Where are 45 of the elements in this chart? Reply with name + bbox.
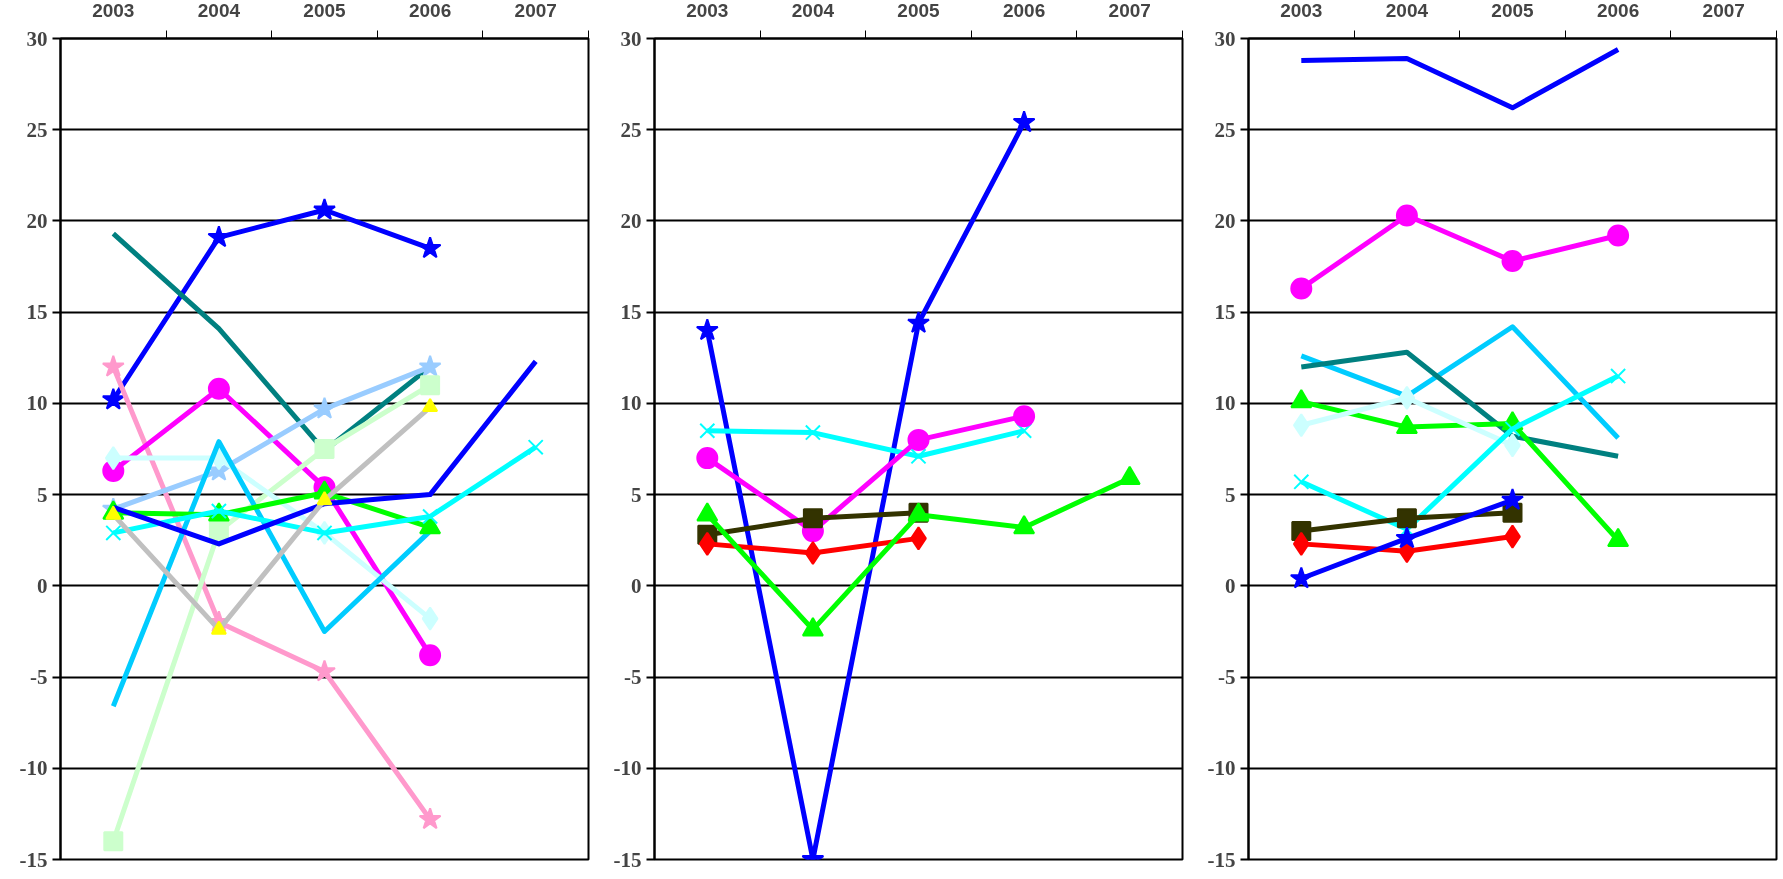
x-tick-label: 2004 [197,0,241,21]
y-tick-label: -15 [19,847,48,872]
y-tick-label: -5 [1218,665,1236,690]
y-tick-label: 30 [26,26,48,51]
y-tick-label: 0 [37,573,48,598]
x-tick-label: 2007 [1702,0,1745,21]
y-tick-label: 10 [26,391,48,416]
x-tick-label: 2005 [1491,0,1535,21]
y-tick-label: -15 [613,847,642,872]
y-tick-label: 30 [620,26,642,51]
x-tick-label: 2003 [1280,0,1323,21]
y-tick-label: 20 [620,208,642,233]
y-tick-label: 25 [1214,117,1236,142]
x-tick-label: 2006 [1002,0,1046,21]
y-tick-label: -10 [19,756,48,781]
y-tick-label: -5 [30,665,48,690]
x-tick-label: 2003 [686,0,729,21]
x-tick-label: 2005 [303,0,347,21]
x-tick-label: 2007 [514,0,557,21]
y-tick-label: 20 [26,208,48,233]
y-tick-label: 30 [1214,26,1236,51]
y-tick-label: 0 [631,573,642,598]
y-tick-label: 5 [631,482,642,507]
x-tick-label: 2006 [1596,0,1640,21]
y-tick-label: -10 [613,756,642,781]
y-tick-label: -10 [1207,756,1236,781]
y-tick-label: 10 [620,391,642,416]
y-tick-label: 0 [1225,573,1236,598]
y-tick-label: 15 [1214,300,1236,325]
y-tick-label: 15 [620,300,642,325]
y-tick-label: 25 [620,117,642,142]
x-tick-label: 2004 [791,0,835,21]
y-tick-label: 20 [1214,208,1236,233]
x-tick-label: 2005 [897,0,941,21]
x-tick-label: 2007 [1108,0,1151,21]
x-tick-label: 2006 [408,0,452,21]
y-tick-label: 25 [26,117,48,142]
y-tick-label: 5 [1225,482,1236,507]
y-tick-label: -5 [624,665,642,690]
x-tick-label: 2003 [92,0,135,21]
y-tick-label: 15 [26,300,48,325]
x-tick-label: 2004 [1385,0,1429,21]
y-tick-label: -15 [1207,847,1236,872]
y-tick-label: 5 [37,482,48,507]
y-tick-label: 10 [1214,391,1236,416]
